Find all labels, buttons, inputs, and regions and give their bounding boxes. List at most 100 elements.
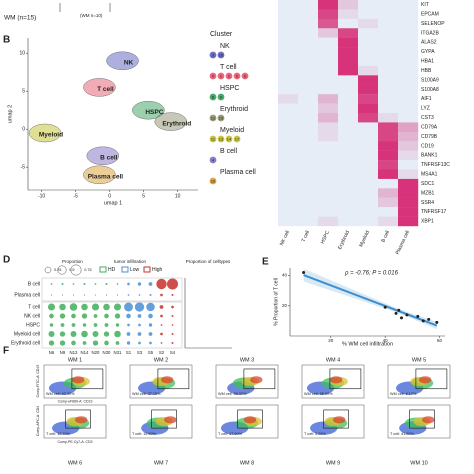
heat-cell [318,188,339,198]
heat-cell [358,141,379,151]
heat-cell [318,131,339,142]
plot-title: WM 3 [240,357,254,363]
dot [70,331,77,337]
heat-cell [338,75,359,85]
dot [61,282,64,286]
cluster-blob [83,165,116,185]
dot [126,313,131,319]
gene-label: LYZ [421,106,430,112]
dot [149,341,152,345]
legend-id: 2 [228,73,231,78]
dot [116,294,119,296]
heat-cell [298,9,319,20]
legend-swatch [209,114,217,122]
point [435,320,439,324]
heat-cell [318,169,339,180]
size-key-label: 0.5 [69,268,74,272]
dot [124,302,133,312]
plot-title: WM 4 [326,357,340,363]
heat-cell [378,103,399,114]
heat-cell [278,65,299,76]
axis-label: Comp-FITC-A: CD19 [36,365,40,398]
plot-title: WM 2 [154,357,168,363]
point [397,308,401,312]
side-title: Proportion of celltypes [186,259,231,264]
heat-cell [338,103,359,114]
legend-id: 13 [219,136,224,141]
legend-swatch [217,135,225,143]
plot-title: WM 5 [412,357,426,363]
heat-cell [318,103,339,114]
heat-cell [338,94,359,104]
heat-cell [278,122,299,133]
heat-cell [358,113,379,123]
heat-cell [278,113,299,123]
legend-swatch [225,135,233,143]
legend-title: Cluster [210,31,233,38]
heat-cell [298,188,319,198]
dot [82,341,87,345]
dot [93,314,98,318]
heat-cell [358,9,379,20]
heat-cell [278,9,299,20]
dot [71,313,76,319]
flow-density [71,376,85,384]
gate-label: T cell: 15.50% [132,432,157,436]
heat-cell [358,197,379,208]
group-swatch [99,266,107,273]
heat-cell [278,103,299,114]
heat-cell [298,197,319,208]
heat-cell [338,84,359,95]
legend-swatch [217,114,225,122]
size-key [57,265,67,275]
dot [160,332,163,336]
legend-entry: Plasma cell [220,169,256,176]
heat-cell [378,131,399,142]
size-key [44,266,52,274]
legend-swatch [241,72,249,80]
heat-cell [358,131,379,142]
column-label: Erythroid [337,230,351,251]
dot [137,314,142,318]
heat-cell [358,207,379,217]
heat-cell [278,84,299,95]
dot [126,332,131,336]
heat-cell [378,47,399,57]
heat-cell [358,84,379,95]
sample-label: S1 [126,350,132,355]
heat-cell [398,178,419,189]
dot [171,305,174,309]
heat-cell [338,0,359,10]
gene-label: HBA1 [421,59,434,65]
dot [103,331,110,337]
sample-label: N9 [60,350,66,355]
heat-cell [318,9,339,20]
heat-cell [278,18,299,29]
gate [323,409,349,429]
legend-swatch [209,156,217,164]
heat-cell [398,84,419,95]
dot [59,331,66,337]
heat-cell [278,141,299,151]
heat-cell [318,150,339,161]
heat-cell [338,141,359,151]
dot [81,303,88,311]
heat-cell [358,216,379,227]
heat-cell [338,188,359,198]
dot [171,332,174,336]
gene-label: SELENOP [421,21,445,27]
heat-cell [378,28,399,38]
sample-label: N31 [114,350,122,355]
legend-swatch [225,72,233,80]
heat-cell [318,47,339,57]
heat-cell [358,56,379,67]
dot [166,278,179,290]
heat-cell [298,28,319,38]
plot-title: WM 8 [240,460,254,466]
legend-id: 6 [244,73,247,78]
heat-cell [398,150,419,161]
dot [159,305,164,309]
heat-cell [378,169,399,180]
heat-cell [378,160,399,170]
heat-cell [298,113,319,123]
